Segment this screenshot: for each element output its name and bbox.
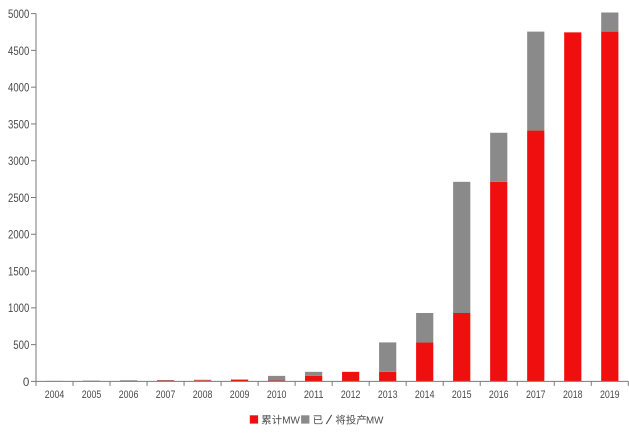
svg-text:3000: 3000 <box>8 155 29 168</box>
svg-text:0: 0 <box>23 376 29 389</box>
svg-text:2012: 2012 <box>341 389 361 401</box>
svg-text:4500: 4500 <box>8 45 29 58</box>
svg-text:2009: 2009 <box>230 389 250 401</box>
svg-text:2005: 2005 <box>82 389 102 401</box>
svg-text:2007: 2007 <box>156 389 176 401</box>
svg-text:2017: 2017 <box>526 389 546 401</box>
svg-text:2004: 2004 <box>45 389 65 401</box>
svg-text:2014: 2014 <box>415 389 435 401</box>
svg-text:2013: 2013 <box>378 389 398 401</box>
svg-text:2000: 2000 <box>8 229 29 242</box>
svg-text:2019: 2019 <box>600 389 620 401</box>
svg-text:1500: 1500 <box>8 265 29 278</box>
svg-text:2011: 2011 <box>304 389 324 401</box>
svg-text:1000: 1000 <box>8 302 29 315</box>
svg-text:2008: 2008 <box>193 389 213 401</box>
svg-text:MW: MW <box>282 415 300 427</box>
svg-text:MW: MW <box>366 415 383 427</box>
svg-text:5000: 5000 <box>8 8 29 21</box>
svg-text:2018: 2018 <box>563 389 583 401</box>
svg-text:2015: 2015 <box>452 389 472 401</box>
svg-text:2006: 2006 <box>119 389 139 401</box>
svg-text:3500: 3500 <box>8 118 29 131</box>
svg-text:2016: 2016 <box>489 389 509 401</box>
svg-text:2010: 2010 <box>267 389 287 401</box>
svg-text:4000: 4000 <box>8 82 29 95</box>
svg-text:2500: 2500 <box>8 192 29 205</box>
svg-text:500: 500 <box>13 339 29 352</box>
